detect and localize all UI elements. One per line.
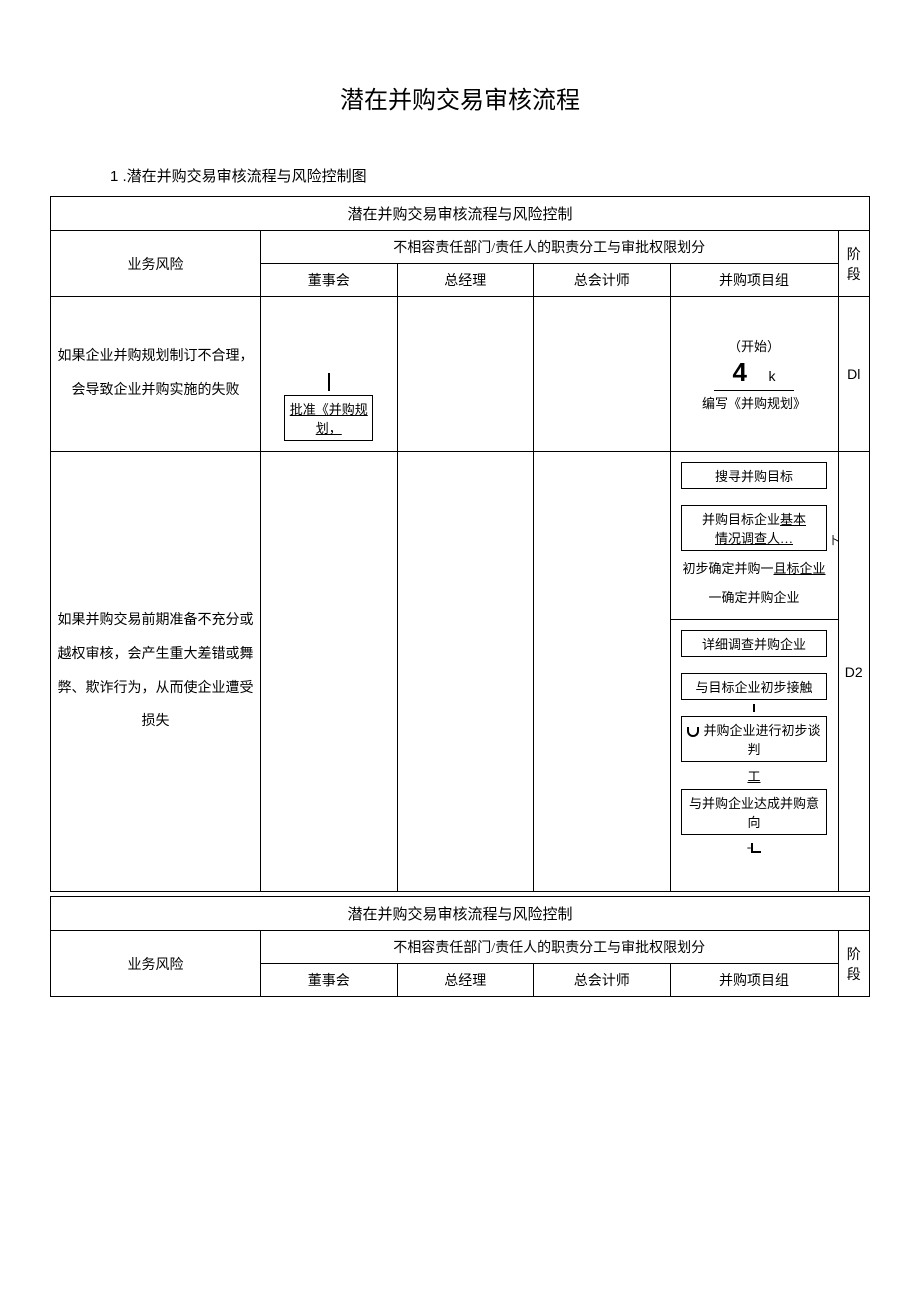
col-cfo: 总会计师: [534, 264, 671, 297]
step-negotiate: 并购企业进行初步谈判: [681, 716, 827, 762]
big-4: 4: [733, 357, 747, 388]
risk-header: 业务风险: [51, 231, 261, 297]
dept-header: 不相容责任部门/责任人的职责分工与审批权限划分: [261, 231, 839, 264]
team-d1: （开始） 4 k 编写《并购规划》: [670, 297, 838, 452]
col-cfo-2: 总会计师: [534, 964, 671, 997]
table-title: 潜在并购交易审核流程与风险控制: [51, 197, 870, 231]
col-board-2: 董事会: [261, 964, 398, 997]
team-plan-box: 编写《并购规划》: [675, 393, 834, 412]
flow-table-1: 潜在并购交易审核流程与风险控制 业务风险 不相容责任部门/责任人的职责分工与审批…: [50, 196, 870, 892]
risk-d1: 如果企业并购规划制订不合理，会导致企业并购实施的失败: [51, 297, 261, 452]
dept-header-2: 不相容责任部门/责任人的职责分工与审批权限划分: [261, 931, 839, 964]
cfo-d1: [534, 297, 671, 452]
board-d2: [261, 452, 398, 892]
gm-d2: [397, 452, 534, 892]
step-detail: 详细调查并购企业: [681, 630, 827, 657]
connector: [753, 704, 755, 712]
step-prelim: 初步确定并购一且标企业: [675, 555, 834, 580]
col-gm-2: 总经理: [397, 964, 534, 997]
board-d1: 批准《并购规划，: [261, 297, 398, 452]
step-confirm: 一确定并购企业: [675, 584, 834, 609]
k-label: k: [768, 368, 775, 384]
arrow-marker: 卜: [829, 532, 840, 548]
u-icon: [687, 727, 699, 737]
flow-table-2: 潜在并购交易审核流程与风险控制 业务风险 不相容责任部门/责任人的职责分工与审批…: [50, 896, 870, 997]
phase-header: 阶段: [838, 231, 870, 297]
col-team-2: 并购项目组: [670, 964, 838, 997]
phase-d1: Dl: [838, 297, 870, 452]
risk-header-2: 业务风险: [51, 931, 261, 997]
start-label: （开始）: [675, 336, 834, 355]
step-search: 搜寻并购目标: [681, 462, 827, 489]
step-investigate: 并购目标企业基本 情况调查人…: [681, 505, 827, 551]
page-title: 潜在并购交易审核流程: [50, 80, 870, 115]
connector-bar: [328, 373, 330, 391]
team-d2-upper: 卜 搜寻并购目标 并购目标企业基本 情况调查人… 初步确定并购一且标企业 一确定…: [670, 452, 838, 620]
table-title-2: 潜在并购交易审核流程与风险控制: [51, 897, 870, 931]
board-approve-box: 批准《并购规划，: [284, 395, 373, 441]
cfo-d2: [534, 452, 671, 892]
col-board: 董事会: [261, 264, 398, 297]
col-gm: 总经理: [397, 264, 534, 297]
end-sym: -: [675, 839, 834, 855]
risk-d2: 如果并购交易前期准备不充分或越权审核，会产生重大差错或舞弊、欺诈行为，从而使企业…: [51, 452, 261, 892]
phase-d2: D2: [838, 452, 870, 892]
section-label: 1 .潜在并购交易审核流程与风险控制图: [110, 165, 870, 186]
step-contact: 与目标企业初步接触: [681, 673, 827, 700]
l-icon: [751, 843, 761, 853]
team-d2-lower: 详细调查并购企业 与目标企业初步接触 并购企业进行初步谈判 工 与并购企业达成并…: [670, 620, 838, 892]
gm-d1: [397, 297, 534, 452]
step-intent: 与并购企业达成并购意向: [681, 789, 827, 835]
phase-header-2: 阶段: [838, 931, 870, 997]
col-team: 并购项目组: [670, 264, 838, 297]
gong-sym: 工: [675, 766, 834, 785]
